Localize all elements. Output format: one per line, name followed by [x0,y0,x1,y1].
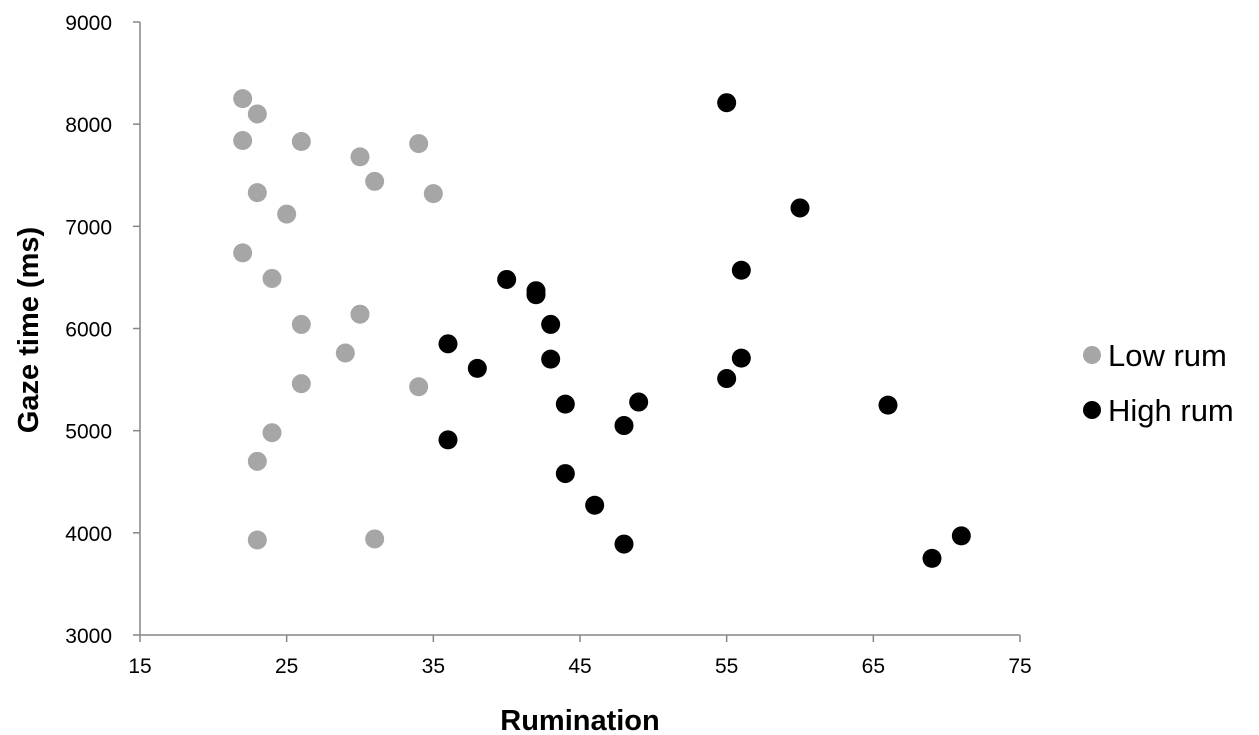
data-point [614,534,634,554]
data-point [277,204,297,224]
data-point [497,269,517,289]
data-point [731,260,751,280]
y-axis-ticks: 3000 4000 5000 6000 7000 8000 9000 [65,12,140,648]
x-tick-label: 15 [128,655,151,678]
y-tick-label: 4000 [65,523,112,546]
data-point [541,314,561,334]
y-tick-label: 5000 [65,421,112,444]
data-point [335,343,355,363]
x-tick-label: 65 [862,655,885,678]
data-point [409,134,429,154]
data-point [247,183,267,203]
data-point [438,334,458,354]
x-tick-label: 55 [715,655,738,678]
data-point [247,104,267,124]
data-point [247,530,267,550]
y-tick-label: 6000 [65,319,112,342]
x-tick-label: 35 [422,655,445,678]
data-point [585,495,605,515]
y-tick-label: 8000 [65,114,112,137]
data-point [350,304,370,324]
x-axis-title: Rumination [500,705,660,735]
data-point [731,348,751,368]
data-point [438,430,458,450]
legend-item-low-rum: Low rum [1083,338,1227,373]
y-tick-label: 3000 [65,625,112,648]
y-tick-label: 7000 [65,216,112,239]
data-point [717,93,737,113]
y-axis-title: Gaze time (ms) [13,227,45,433]
x-tick-label: 25 [275,655,298,678]
data-point [614,416,634,436]
legend-label-high-rum: High rum [1108,393,1234,428]
data-point [717,369,737,389]
y-tick-label: 9000 [65,12,112,35]
legend: Low rum High rum [1083,338,1234,428]
data-point [922,548,942,568]
data-point [291,132,311,152]
data-point [291,314,311,334]
data-point [247,451,267,471]
data-point [409,377,429,397]
legend-marker-low-rum [1083,346,1101,364]
data-point [365,171,385,191]
data-point [951,526,971,546]
data-points [233,89,971,568]
legend-item-high-rum: High rum [1083,393,1234,428]
data-point [262,268,282,288]
series-high-rum [438,93,971,568]
data-point [233,89,253,109]
data-point [541,349,561,369]
legend-marker-high-rum [1083,401,1101,419]
x-axis-ticks: 15 25 35 45 55 65 75 [128,635,1032,678]
data-point [629,392,649,412]
data-point [555,394,575,414]
data-point [790,198,810,218]
data-point [423,184,443,204]
data-point [233,243,253,263]
x-tick-label: 75 [1008,655,1031,678]
data-point [233,131,253,151]
data-point [555,464,575,484]
data-point [350,147,370,167]
data-point [365,529,385,549]
legend-label-low-rum: Low rum [1108,338,1227,373]
axes [139,22,1020,636]
data-point [526,285,546,305]
series-low-rum [233,89,443,550]
data-point [467,358,487,378]
data-point [262,423,282,443]
x-tick-label: 45 [568,655,591,678]
data-point [291,374,311,394]
data-point [878,395,898,415]
